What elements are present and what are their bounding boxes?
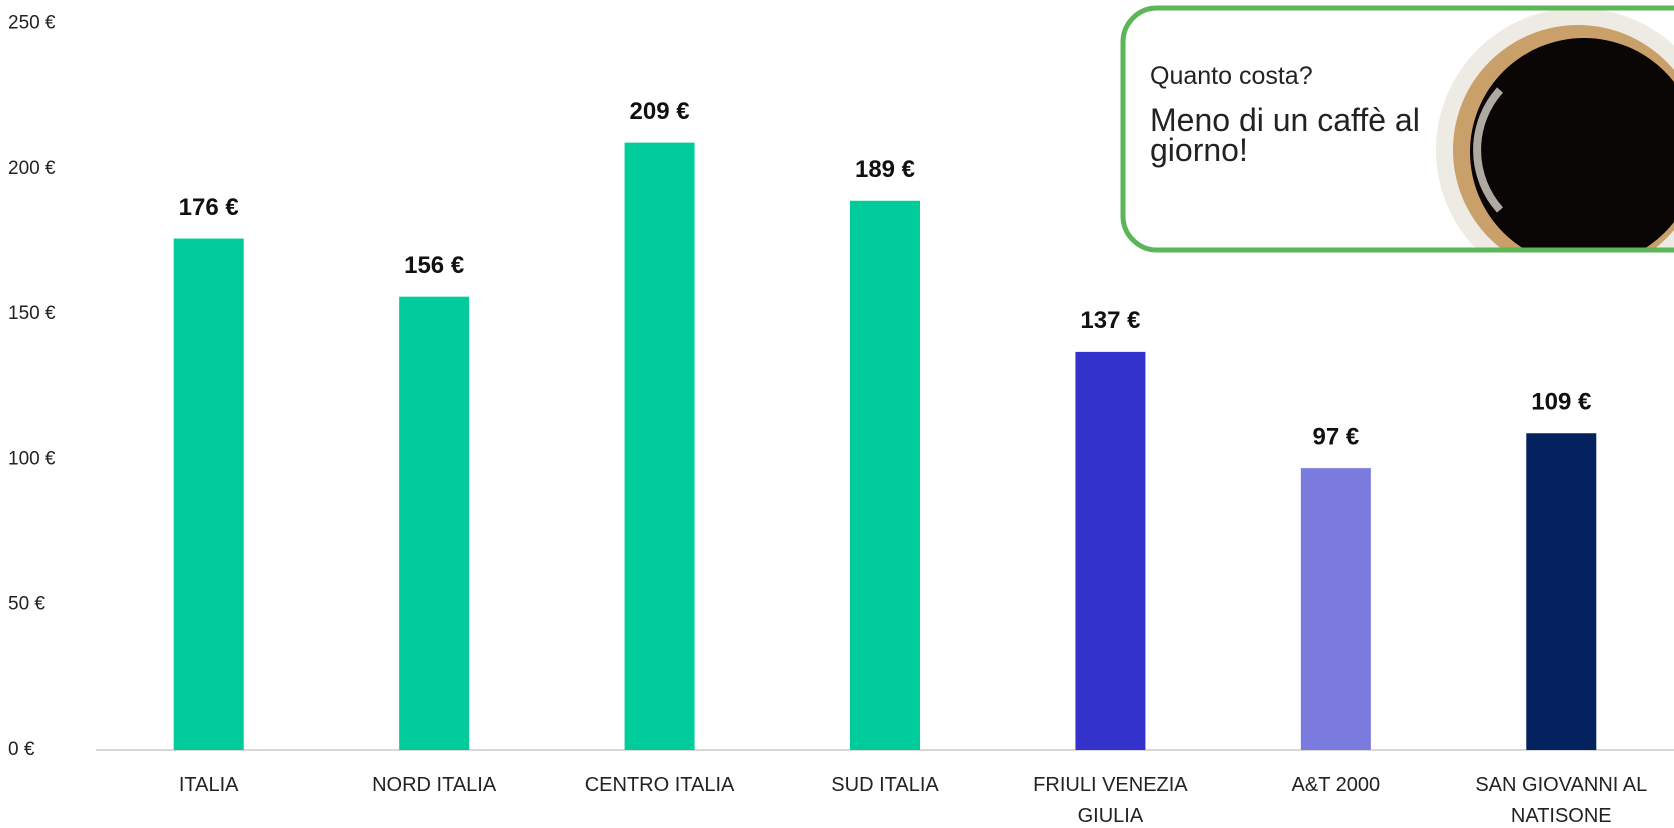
bar: [1300, 468, 1371, 750]
value-label: 137 €: [1080, 307, 1140, 334]
value-label: 109 €: [1531, 389, 1591, 416]
y-tick-label: 100 €: [8, 448, 56, 469]
annotation: Quanto costa?: [1150, 62, 1313, 90]
value-label: 209 €: [630, 98, 690, 125]
bar: [624, 142, 695, 750]
callout-box: [1120, 5, 1674, 253]
y-tick-label: 150 €: [8, 303, 56, 324]
y-tick-label: 50 €: [8, 594, 45, 615]
y-tick-label: 200 €: [8, 158, 56, 179]
x-tick-label: ITALIA: [178, 774, 239, 796]
x-tick-label: SUD ITALIA: [831, 774, 939, 796]
bar: [1526, 433, 1597, 750]
x-tick-label: NORD ITALIA: [372, 774, 497, 796]
bar: [173, 238, 244, 750]
bar: [399, 296, 470, 750]
annotation: Meno di un caffè al giorno!: [1150, 102, 1420, 168]
bar: [850, 200, 920, 751]
x-tick-label: A&T 2000: [1291, 774, 1381, 796]
y-tick-label: 250 €: [8, 13, 56, 34]
value-label: 156 €: [404, 252, 464, 279]
coffee-image: [1436, 8, 1674, 250]
value-label: 176 €: [179, 194, 239, 221]
y-tick-label: 0 €: [8, 739, 35, 760]
value-label: 189 €: [855, 156, 915, 183]
x-tick-label: CENTRO ITALIA: [584, 774, 735, 796]
x-tick-label: SAN GIOVANNI AL NATISONE: [1475, 774, 1648, 827]
x-tick-label: FRIULI VENEZIA GIULIA: [1033, 774, 1188, 827]
value-label: 97 €: [1312, 423, 1359, 450]
bar: [1075, 351, 1146, 750]
